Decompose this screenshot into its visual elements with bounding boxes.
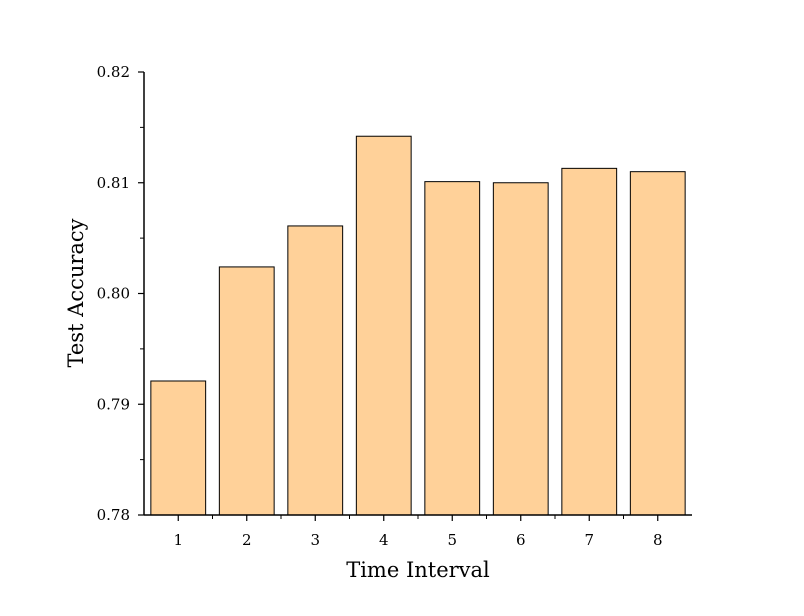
bars-group [150,135,686,516]
x-tick-label: 7 [584,531,594,549]
y-tick-label: 0.82 [97,63,130,81]
bar-8 [629,171,686,516]
y-ticks-group: 0.78 0.79 0.80 0.81 0.82 [97,63,144,524]
bar-2 [218,266,275,516]
x-tick-label: 3 [310,531,320,549]
x-tick-label: 8 [653,531,663,549]
x-tick-label: 4 [379,531,389,549]
x-axis-title: Time Interval [346,558,490,582]
x-ticks-group: 1 2 3 4 5 6 7 8 [173,515,663,549]
x-tick-label: 1 [173,531,183,549]
y-tick-label: 0.81 [97,174,130,192]
bar-1 [150,380,207,516]
bar-4 [355,135,412,516]
y-tick-label: 0.79 [97,395,130,413]
x-tick-label: 2 [242,531,252,549]
y-axis-title: Test Accuracy [64,218,88,367]
y-tick-label: 0.80 [97,285,130,303]
bar-7 [561,167,618,516]
bar-5 [424,181,481,516]
x-tick-label: 5 [447,531,457,549]
bar-3 [287,225,344,516]
bar-6 [492,182,549,516]
y-tick-label: 0.78 [97,506,130,524]
x-tick-label: 6 [516,531,526,549]
